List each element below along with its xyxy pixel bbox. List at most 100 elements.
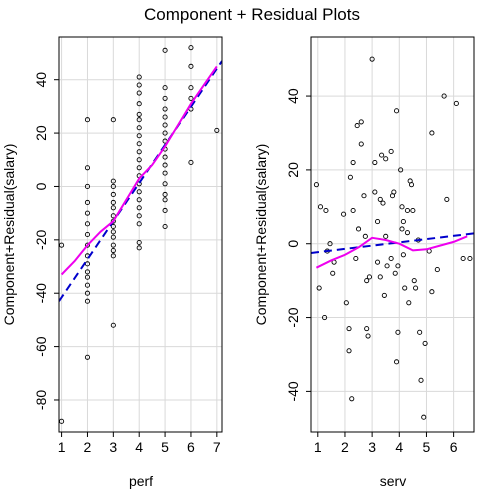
data-point bbox=[136, 101, 142, 107]
plot-area bbox=[311, 56, 474, 420]
data-point bbox=[162, 191, 168, 198]
panel-perf: 1 2 3 4 5 6 7 -80 -60 -40 -20 0 20 40 perf Component+Re… bbox=[1, 36, 223, 489]
data-point bbox=[361, 193, 367, 199]
data-point bbox=[404, 230, 410, 236]
data-point bbox=[136, 205, 142, 211]
x-tick-label: 1 bbox=[314, 439, 322, 455]
data-point bbox=[110, 234, 116, 240]
data-point bbox=[422, 340, 428, 346]
data-point bbox=[402, 285, 408, 291]
data-point bbox=[162, 223, 168, 230]
data-point bbox=[362, 233, 368, 239]
data-point bbox=[136, 74, 142, 80]
x-axis-label: serv bbox=[380, 473, 406, 489]
data-point bbox=[400, 252, 406, 258]
data-point bbox=[399, 226, 405, 232]
data-point bbox=[411, 278, 417, 284]
x-tick-label: 3 bbox=[368, 439, 376, 455]
y-tick-label: 0 bbox=[33, 182, 49, 190]
data-point bbox=[323, 207, 329, 214]
data-point bbox=[365, 333, 371, 339]
x-tick-label: 7 bbox=[213, 439, 221, 455]
data-point bbox=[383, 156, 389, 162]
data-point bbox=[369, 56, 375, 62]
linear-fit-line bbox=[311, 232, 474, 254]
data-point bbox=[84, 210, 91, 216]
data-point bbox=[343, 300, 349, 306]
plot-frame bbox=[310, 36, 475, 433]
data-point bbox=[384, 263, 390, 269]
data-point bbox=[358, 119, 364, 125]
data-point bbox=[188, 95, 194, 101]
data-point bbox=[408, 182, 415, 188]
plot-area bbox=[59, 45, 222, 424]
data-point bbox=[404, 207, 410, 214]
data-point bbox=[330, 270, 336, 276]
data-point bbox=[110, 218, 116, 224]
data-point bbox=[84, 274, 91, 280]
data-point bbox=[413, 285, 419, 291]
y-axis-label: Component+Residual(salary) bbox=[1, 144, 17, 326]
data-point bbox=[136, 197, 142, 203]
data-point bbox=[110, 199, 116, 206]
x-tick-label: 6 bbox=[187, 439, 195, 455]
data-point bbox=[346, 348, 352, 354]
data-point bbox=[372, 159, 378, 166]
data-point bbox=[406, 300, 412, 306]
data-point bbox=[383, 233, 389, 239]
y-tick-label: -60 bbox=[33, 336, 49, 356]
data-point bbox=[136, 165, 142, 171]
data-point bbox=[84, 242, 91, 248]
y-tick-label: 40 bbox=[285, 88, 301, 104]
y-tick-label: -20 bbox=[33, 230, 49, 250]
data-point bbox=[84, 298, 91, 304]
data-point bbox=[395, 263, 401, 269]
x-tick-label: 4 bbox=[395, 439, 403, 455]
data-point bbox=[136, 149, 142, 155]
smooth-curve bbox=[315, 235, 468, 269]
data-point bbox=[377, 274, 383, 280]
data-point bbox=[136, 82, 142, 88]
data-point bbox=[136, 117, 142, 123]
data-point bbox=[84, 290, 91, 296]
data-point bbox=[410, 207, 416, 214]
data-point bbox=[84, 354, 91, 360]
data-point bbox=[136, 213, 142, 219]
data-point bbox=[341, 211, 347, 217]
data-point bbox=[110, 229, 116, 235]
data-point bbox=[162, 197, 168, 203]
data-point bbox=[84, 231, 91, 238]
data-point bbox=[110, 322, 116, 328]
data-point bbox=[375, 259, 381, 265]
data-point bbox=[136, 133, 142, 139]
data-point bbox=[316, 285, 322, 291]
y-axis-label: Component+Residual(salary) bbox=[253, 144, 269, 326]
data-point bbox=[398, 167, 404, 173]
x-tick-label: 5 bbox=[161, 439, 169, 455]
data-point bbox=[347, 174, 353, 180]
data-point bbox=[162, 114, 168, 120]
data-point bbox=[162, 162, 168, 168]
x-tick-label: 5 bbox=[423, 439, 431, 455]
data-point bbox=[421, 414, 427, 420]
data-point bbox=[84, 199, 91, 206]
data-point bbox=[136, 221, 142, 227]
y-tick-label: 20 bbox=[285, 162, 301, 178]
figure-title: Component + Residual Plots bbox=[144, 5, 360, 24]
data-point bbox=[346, 326, 352, 332]
data-point bbox=[444, 196, 450, 202]
linear-fit-line bbox=[59, 60, 222, 302]
data-point bbox=[372, 189, 378, 195]
data-point bbox=[381, 292, 387, 298]
data-point bbox=[136, 245, 142, 251]
data-point bbox=[394, 108, 400, 114]
data-point bbox=[188, 85, 194, 91]
x-tick-label: 2 bbox=[84, 439, 92, 455]
data-point bbox=[354, 123, 360, 129]
data-point bbox=[350, 207, 356, 214]
data-point bbox=[162, 106, 168, 112]
data-point bbox=[327, 241, 333, 247]
data-point bbox=[214, 127, 220, 133]
data-point bbox=[110, 223, 116, 230]
data-point bbox=[364, 278, 370, 284]
